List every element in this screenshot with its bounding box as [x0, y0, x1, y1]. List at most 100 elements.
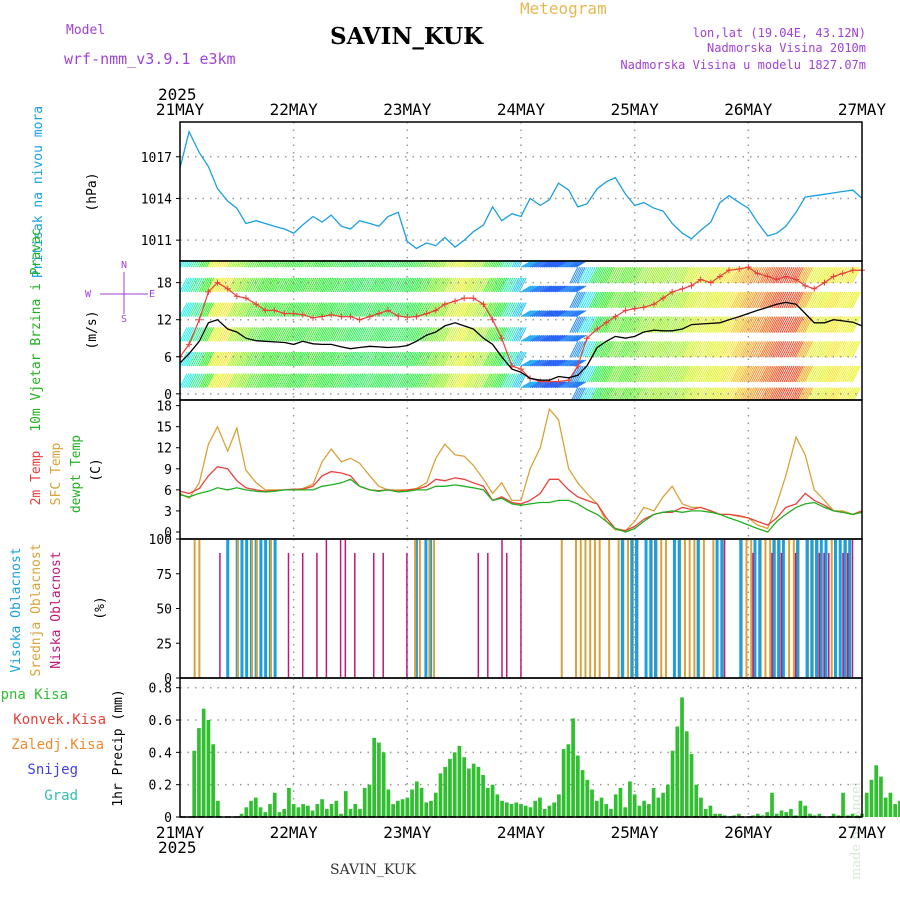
wind-barb — [529, 381, 541, 389]
wind-barb — [692, 387, 700, 400]
gust-marker — [309, 314, 316, 321]
gust-marker — [839, 270, 846, 277]
wind-barb — [359, 351, 368, 367]
wind-barb — [696, 291, 706, 309]
wind-barb — [569, 291, 579, 309]
wind-barb — [293, 351, 302, 367]
wind-barb — [422, 327, 431, 342]
wind-barb — [185, 373, 193, 388]
wind-barb — [629, 266, 639, 284]
wind-barb — [635, 365, 645, 383]
wind-barb — [775, 291, 785, 309]
gust-marker — [356, 316, 363, 323]
wind-barb — [755, 266, 765, 284]
wind-barb — [547, 334, 558, 342]
wind-barb — [426, 373, 435, 388]
wind-barb — [569, 266, 579, 284]
wind-barb — [760, 387, 769, 400]
wind-barb — [282, 327, 290, 342]
wind-barb — [474, 373, 483, 388]
wind-barb — [429, 373, 438, 388]
wind-barb — [520, 310, 532, 318]
wind-barb — [350, 277, 358, 293]
wind-barb — [838, 341, 848, 358]
wind-barb — [819, 387, 827, 400]
wind-barb — [225, 351, 234, 367]
wind-barb — [282, 261, 287, 268]
altitude-label: Nadmorska Visina 2010m — [707, 41, 866, 55]
wind-barb — [316, 302, 325, 317]
wind-barb — [840, 341, 850, 358]
wind-barb — [406, 277, 415, 293]
wind-barb — [757, 341, 767, 358]
wind-barb — [387, 351, 396, 367]
wind-barb — [821, 291, 831, 309]
wind-barb — [505, 373, 514, 388]
precip-bar — [703, 808, 708, 817]
wind-barb — [707, 316, 717, 333]
wind-barb — [622, 291, 632, 309]
y-tick-label: 12 — [156, 442, 172, 457]
wind-barb — [266, 261, 271, 268]
wind-barb — [509, 327, 518, 342]
wind-barb — [273, 302, 282, 317]
wind-barb — [538, 285, 549, 293]
precip-bar — [632, 794, 637, 817]
wind-barb — [403, 302, 412, 317]
wind-barb — [442, 302, 451, 317]
wind-barb — [566, 359, 577, 367]
wind-barb — [383, 277, 392, 293]
wind-barb — [507, 277, 516, 293]
wind-barb — [741, 365, 751, 383]
legend-entry: Snijeg — [27, 762, 78, 778]
wind-barb — [641, 341, 651, 358]
precip-bar — [547, 805, 552, 817]
wind-barb — [684, 387, 692, 400]
precip-bar — [831, 813, 836, 817]
wind-barb — [374, 261, 379, 268]
wind-barb — [552, 285, 564, 293]
gust-marker — [186, 341, 193, 348]
wind-barb — [571, 266, 581, 284]
wind-barb — [234, 302, 243, 317]
precip-bar — [467, 768, 471, 817]
wind-barb — [399, 351, 408, 367]
wind-barb — [549, 261, 560, 268]
wind-barb — [816, 365, 825, 383]
wind-barb — [230, 302, 239, 317]
wind-barb — [716, 316, 726, 333]
precip-bar — [514, 802, 519, 817]
wind-barb — [188, 277, 197, 293]
gust-marker — [555, 378, 562, 385]
wind-barb — [275, 261, 281, 268]
precip-bar — [647, 804, 651, 817]
wind-barb — [314, 373, 323, 388]
wind-barb — [255, 327, 264, 342]
wind-barb — [509, 373, 518, 388]
wind-barb — [584, 341, 594, 358]
gust-marker — [299, 311, 306, 318]
wind-barb — [783, 341, 793, 358]
wind-barb — [603, 341, 613, 358]
wind-barb — [770, 387, 778, 400]
wind-barb — [606, 387, 614, 400]
wind-barb — [418, 302, 426, 317]
wind-barb — [371, 277, 380, 293]
wind-barb — [395, 351, 404, 367]
wind-barb — [675, 341, 685, 358]
wind-barb — [275, 302, 284, 317]
wind-barb — [694, 291, 704, 309]
wind-barb — [196, 261, 201, 268]
wind-barb — [686, 291, 696, 309]
wind-barb — [264, 277, 273, 293]
gust-marker — [764, 273, 771, 280]
wind-barb — [507, 327, 516, 342]
precip-ylabel: 1hr Precip (mm) — [111, 689, 126, 806]
wind-barb — [463, 351, 472, 367]
wind-barb — [448, 302, 457, 317]
wind-barb — [652, 266, 662, 284]
wind-barb — [334, 261, 339, 268]
wind-barb — [817, 291, 827, 309]
